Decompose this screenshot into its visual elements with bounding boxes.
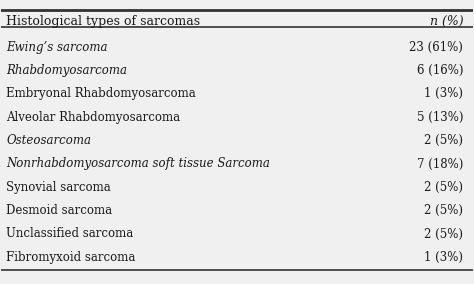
Text: Embryonal Rhabdomyosarcoma: Embryonal Rhabdomyosarcoma [6, 87, 196, 101]
Text: Osteosarcoma: Osteosarcoma [6, 134, 91, 147]
Text: Nonrhabdomyosarcoma soft tissue Sarcoma: Nonrhabdomyosarcoma soft tissue Sarcoma [6, 157, 270, 170]
Text: 1 (3%): 1 (3%) [424, 251, 463, 264]
Text: Desmoid sarcoma: Desmoid sarcoma [6, 204, 112, 217]
Text: Alveolar Rhabdomyosarcoma: Alveolar Rhabdomyosarcoma [6, 111, 180, 124]
Text: Fibromyxoid sarcoma: Fibromyxoid sarcoma [6, 251, 136, 264]
Text: n (%): n (%) [429, 15, 463, 28]
Text: 5 (13%): 5 (13%) [417, 111, 463, 124]
Text: 2 (5%): 2 (5%) [424, 227, 463, 241]
Text: 7 (18%): 7 (18%) [417, 157, 463, 170]
Text: 2 (5%): 2 (5%) [424, 181, 463, 194]
Text: Unclassified sarcoma: Unclassified sarcoma [6, 227, 133, 241]
Text: Ewing’s sarcoma: Ewing’s sarcoma [6, 41, 108, 54]
Text: 2 (5%): 2 (5%) [424, 204, 463, 217]
Text: 2 (5%): 2 (5%) [424, 134, 463, 147]
Text: 23 (61%): 23 (61%) [410, 41, 463, 54]
Text: 6 (16%): 6 (16%) [417, 64, 463, 77]
Text: Synovial sarcoma: Synovial sarcoma [6, 181, 111, 194]
Text: Rhabdomyosarcoma: Rhabdomyosarcoma [6, 64, 127, 77]
Text: Histological types of sarcomas: Histological types of sarcomas [6, 15, 200, 28]
Text: 1 (3%): 1 (3%) [424, 87, 463, 101]
